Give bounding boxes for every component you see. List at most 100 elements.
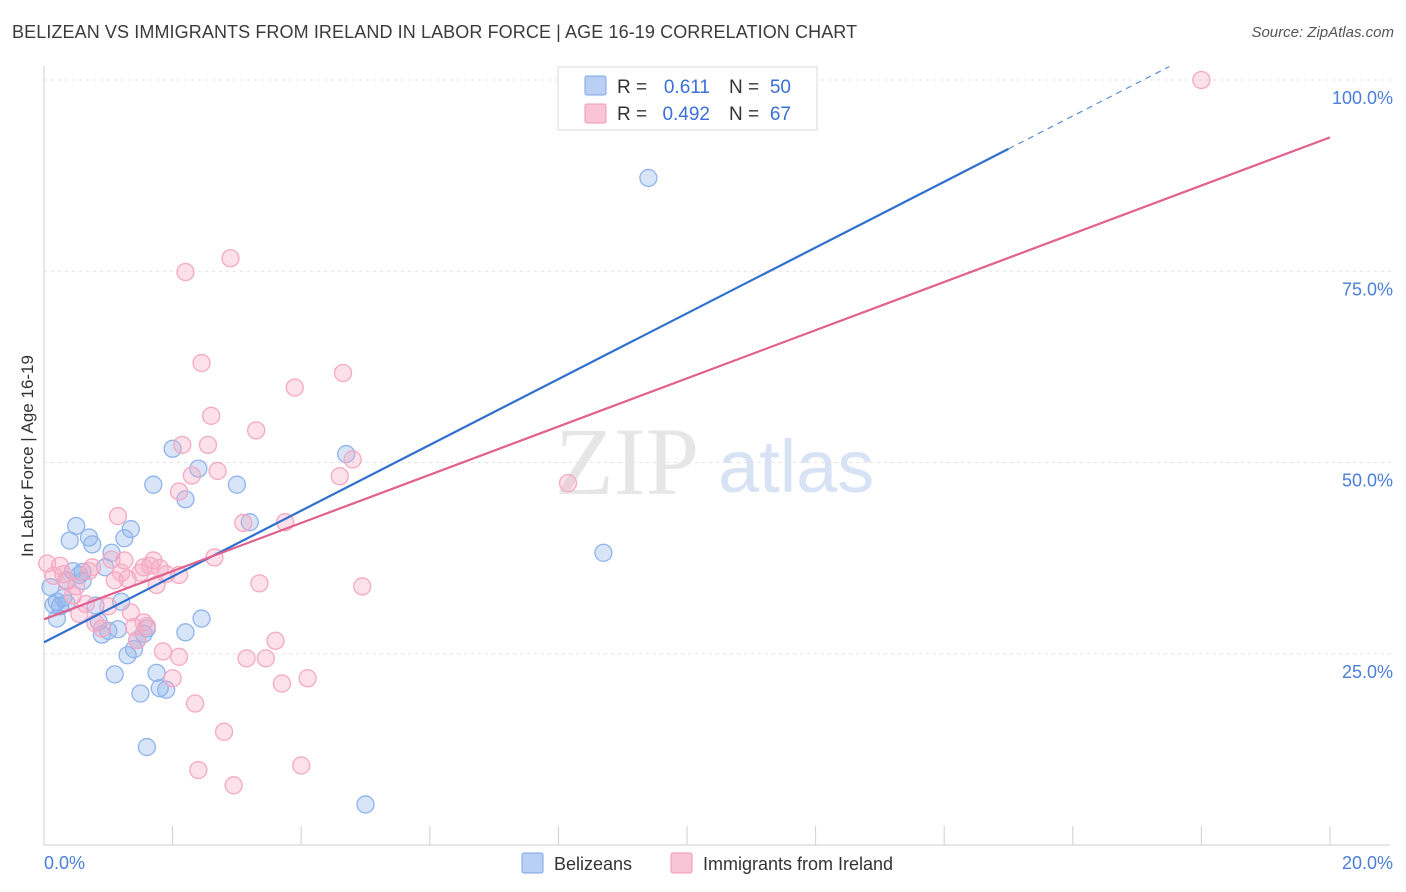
ireland-point-33 [176,262,195,282]
chart-title: BELIZEAN VS IMMIGRANTS FROM IRELAND IN L… [12,22,858,42]
ireland-trend-line [43,136,1331,621]
ireland-point-61 [1192,70,1211,90]
ireland-point-62 [54,565,73,584]
source-credit: Source: ZipAtlas.com [1251,24,1394,41]
belizeans-point-28 [131,684,150,703]
x-tick-label-min: 0.0% [44,853,85,873]
ireland-point-11 [102,550,121,569]
belizeans-point-39 [189,459,208,478]
ireland-point-51 [272,674,292,693]
belizeans-point-45 [594,543,613,562]
ireland-point-13 [108,506,128,526]
ireland-point-46 [237,649,256,668]
ireland-point-27 [153,642,173,661]
series-belizeans-points [41,68,716,814]
belizeans-point-34 [150,679,169,698]
legend-r-label-0: R = [617,77,647,98]
ireland-point-37 [192,353,211,373]
legend-n-value-1: 67 [770,104,791,125]
bottom-legend-swatch-belizeans [521,852,544,874]
belizeans-point-25 [121,519,140,539]
legend-swatch-belizeans [584,75,607,96]
ireland-point-42 [214,722,234,741]
bottom-legend-ireland: Immigrants from Ireland [703,854,893,874]
ireland-point-32 [173,435,192,455]
ireland-point-31 [169,482,189,501]
legend-r-label-1: R = [617,104,647,125]
ireland-point-55 [298,669,317,688]
belizeans-point-35 [157,680,176,699]
trend-lines [43,66,1331,644]
legend-r-value-0: 0.611 [664,77,710,98]
bottom-legend-belizeans: Belizeans [554,854,632,874]
y-tick-labels: 100.0% 75.0% 50.0% 25.0% [1332,88,1393,682]
ireland-point-38 [198,435,218,455]
y-tick-label-50: 50.0% [1342,471,1393,491]
ireland-point-49 [256,649,275,668]
belizeans-point-33 [147,663,166,683]
ireland-point-44 [224,776,243,795]
belizeans-point-41 [227,475,247,494]
stats-legend: R = 0.611 N = 50 R = 0.492 N = 67 [557,66,818,131]
ireland-point-17 [121,603,140,622]
legend-n-value-0: 50 [770,77,791,98]
ireland-point-41 [208,461,227,481]
belizeans-point-42 [240,513,259,532]
ireland-point-19 [128,630,147,650]
belizeans-point-20 [105,665,124,684]
ireland-point-63 [67,577,86,596]
ireland-point-57 [333,363,353,383]
belizeans-trend-line [43,147,1010,644]
belizeans-point-32 [144,475,163,494]
ireland-point-35 [185,694,205,713]
belizeans-point-23 [115,529,134,548]
belizeans-point-31 [137,737,157,757]
legend-swatch-ireland [584,103,607,124]
belizeans-point-36 [163,439,182,458]
ireland-point-30 [169,647,189,666]
watermark: ZIP atlas [555,408,874,515]
belizeans-point-37 [176,623,195,642]
belizeans-point-13 [83,535,102,554]
belizeans-point-48 [47,592,67,611]
ireland-point-53 [285,378,304,397]
ireland-point-58 [343,450,362,469]
watermark-zip: ZIP [555,408,699,515]
ireland-point-45 [234,513,253,533]
ireland-point-60 [558,474,578,493]
ireland-point-65 [134,613,153,632]
y-axis-label: In Labor Force | Age 16-19 [18,355,37,557]
ireland-point-50 [266,631,285,650]
bottom-legend: Belizeans Immigrants from Ireland [521,852,893,874]
ireland-point-43 [221,249,240,268]
legend-n-label-0: N = [729,77,759,98]
x-axis-ticks [43,826,1331,845]
ireland-point-34 [182,466,202,485]
legend-n-label-1: N = [729,104,759,125]
ireland-point-59 [353,577,372,596]
x-tick-label-max: 20.0% [1342,853,1393,873]
belizeans-point-40 [192,609,211,628]
ireland-point-15 [115,551,134,570]
ireland-point-48 [250,574,269,593]
y-tick-label-100: 100.0% [1332,88,1393,108]
ireland-point-54 [292,756,311,775]
ireland-point-39 [202,406,221,425]
belizeans-point-21 [108,620,128,639]
watermark-atlas: atlas [718,425,874,508]
ireland-point-9 [92,619,112,638]
bottom-legend-swatch-ireland [670,852,693,874]
belizeans-point-44 [356,795,375,814]
y-tick-label-25: 25.0% [1342,662,1393,682]
ireland-point-20 [131,563,150,582]
ireland-point-21 [134,558,153,577]
ireland-point-36 [189,760,208,780]
ireland-point-29 [163,669,182,688]
belizeans-trend-extension [1008,66,1170,150]
belizeans-point-9 [67,516,86,536]
ireland-point-56 [330,467,349,486]
belizeans-point-46 [639,168,658,188]
ireland-point-64 [83,558,102,577]
y-tick-label-75: 75.0% [1342,279,1393,299]
